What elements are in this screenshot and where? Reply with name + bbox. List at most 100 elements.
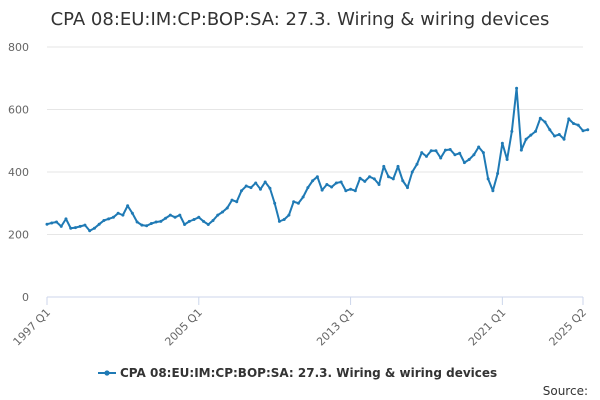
data-point[interactable] [64,217,68,221]
data-point[interactable] [206,223,210,226]
data-point[interactable] [268,186,272,190]
data-point[interactable] [562,137,566,141]
data-point[interactable] [168,213,172,217]
data-point[interactable] [491,189,495,193]
data-point[interactable] [401,179,405,183]
data-point[interactable] [97,222,101,226]
data-point[interactable] [443,148,447,152]
data-point[interactable] [54,220,58,224]
data-point[interactable] [363,179,367,183]
data-point[interactable] [420,151,424,155]
data-point[interactable] [216,213,220,217]
data-point[interactable] [553,134,557,138]
data-point[interactable] [306,186,310,190]
data-point[interactable] [325,183,329,186]
source-label[interactable]: Source: [543,384,588,398]
data-point[interactable] [140,223,144,227]
data-point[interactable] [368,175,372,179]
series-group[interactable] [45,86,590,233]
data-point[interactable] [510,129,514,133]
data-point[interactable] [107,217,111,221]
data-point[interactable] [296,201,300,205]
data-point[interactable] [534,129,538,133]
data-point[interactable] [581,129,585,133]
legend[interactable]: CPA 08:EU:IM:CP:BOP:SA: 27.3. Wiring & w… [98,366,497,380]
data-point[interactable] [273,201,277,205]
data-point[interactable] [102,218,106,222]
data-point[interactable] [301,195,305,199]
data-point[interactable] [486,177,490,181]
data-point[interactable] [173,215,177,219]
data-point[interactable] [557,133,561,136]
data-point[interactable] [415,162,419,166]
data-point[interactable] [73,226,77,230]
data-point[interactable] [377,183,381,186]
data-point[interactable] [258,187,262,191]
data-point[interactable] [567,117,571,121]
data-point[interactable] [434,149,438,153]
data-point[interactable] [159,219,163,223]
data-point[interactable] [453,153,457,157]
data-point[interactable] [572,122,576,126]
data-point[interactable] [481,151,485,155]
legend-label[interactable]: CPA 08:EU:IM:CP:BOP:SA: 27.3. Wiring & w… [120,366,497,380]
data-point[interactable] [467,158,471,161]
data-point[interactable] [211,218,215,222]
data-point[interactable] [396,164,400,168]
data-point[interactable] [311,179,315,183]
data-point[interactable] [116,211,120,215]
data-point[interactable] [548,128,552,132]
data-point[interactable] [462,161,466,165]
data-point[interactable] [178,213,182,217]
data-point[interactable] [287,213,291,217]
data-point[interactable] [244,184,248,188]
data-point[interactable] [277,219,281,223]
data-point[interactable] [524,137,528,141]
data-point[interactable] [69,226,73,230]
data-point[interactable] [358,176,362,180]
data-point[interactable] [187,219,191,223]
data-point[interactable] [500,141,504,145]
data-point[interactable] [458,151,462,155]
data-point[interactable] [145,224,149,228]
data-point[interactable] [429,149,433,153]
data-point[interactable] [353,189,357,193]
data-point[interactable] [339,180,343,184]
data-point[interactable] [576,123,580,127]
data-point[interactable] [183,223,187,226]
data-point[interactable] [202,219,206,223]
data-point[interactable] [230,198,234,202]
data-point[interactable] [505,158,509,161]
data-point[interactable] [349,187,353,191]
data-point[interactable] [130,211,134,215]
data-point[interactable] [254,181,258,185]
data-point[interactable] [249,186,253,190]
data-point[interactable] [154,220,158,224]
data-point[interactable] [88,229,92,233]
data-point[interactable] [515,86,519,90]
data-point[interactable] [387,175,391,179]
data-point[interactable] [315,175,319,179]
data-point[interactable] [344,189,348,193]
data-point[interactable] [92,226,96,230]
data-point[interactable] [235,200,239,204]
data-point[interactable] [149,222,153,226]
data-point[interactable] [477,145,481,149]
data-point[interactable] [334,181,338,185]
data-point[interactable] [382,164,386,168]
data-point[interactable] [472,153,476,157]
data-point[interactable] [239,189,243,193]
data-point[interactable] [83,223,87,227]
data-point[interactable] [225,206,229,210]
data-point[interactable] [496,172,500,176]
data-point[interactable] [529,133,533,137]
data-point[interactable] [543,120,547,124]
data-point[interactable] [410,170,414,174]
data-point[interactable] [330,185,334,189]
data-point[interactable] [263,180,267,184]
data-point[interactable] [221,210,224,214]
data-point[interactable] [121,213,125,217]
data-point[interactable] [439,156,443,160]
data-point[interactable] [192,218,196,221]
data-point[interactable] [282,218,286,221]
